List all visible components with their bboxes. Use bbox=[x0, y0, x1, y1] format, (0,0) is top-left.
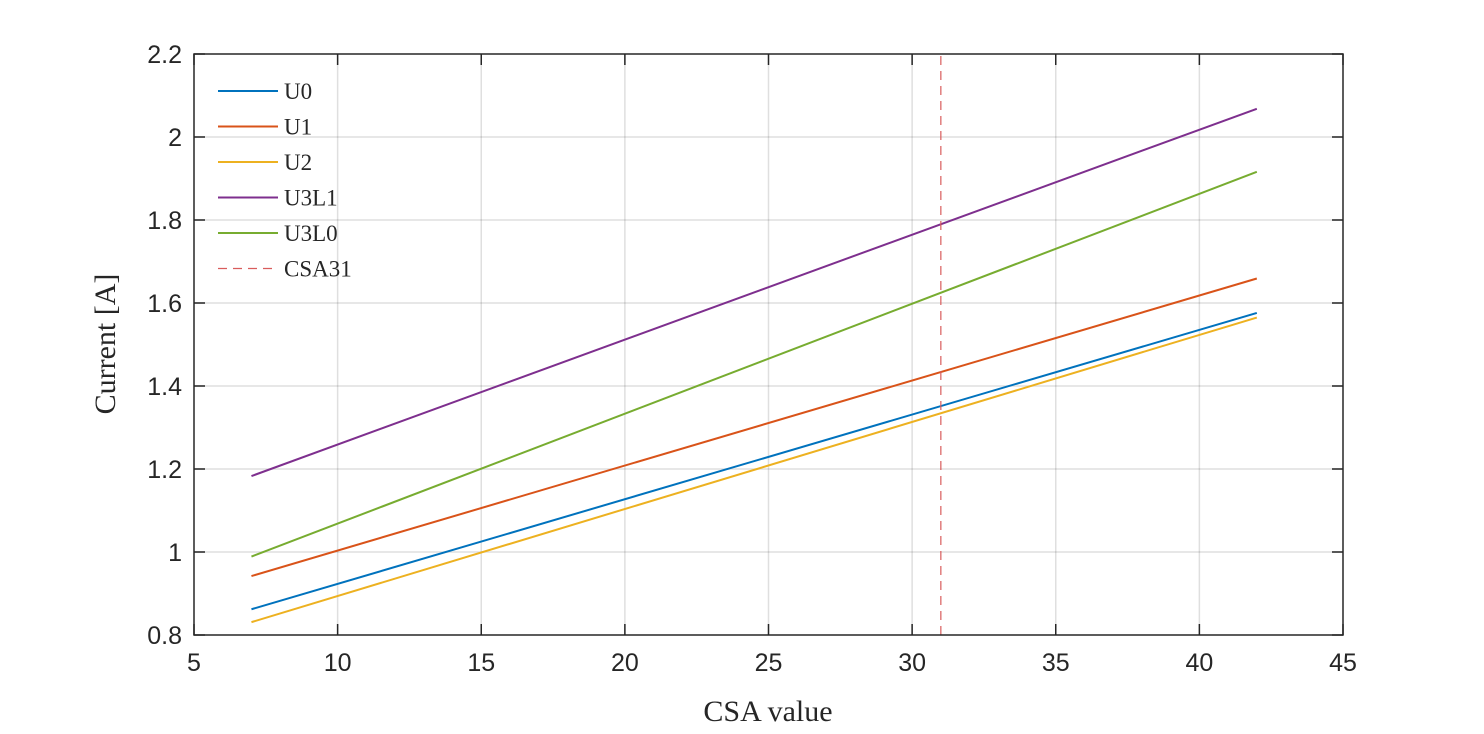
series-lines bbox=[251, 54, 1258, 635]
x-tick-label: 25 bbox=[755, 649, 783, 677]
series-line-u3l1 bbox=[251, 107, 1258, 477]
legend-label-u0: U0 bbox=[284, 79, 312, 104]
series-line-u2 bbox=[251, 316, 1258, 624]
x-tick-label: 40 bbox=[1185, 649, 1213, 677]
x-tick-label: 45 bbox=[1329, 649, 1357, 677]
x-tick-labels: 5 10 15 20 25 30 35 40 45 bbox=[187, 649, 1357, 677]
series-line-u1 bbox=[251, 277, 1258, 578]
series-line-u3l0 bbox=[251, 170, 1258, 558]
y-tick-label: 0.8 bbox=[147, 622, 182, 650]
grid-lines bbox=[194, 54, 1343, 635]
y-tick-label: 1.6 bbox=[147, 290, 182, 318]
x-tick-label: 35 bbox=[1042, 649, 1070, 677]
y-tick-label: 1.8 bbox=[147, 207, 182, 235]
tick-marks bbox=[193, 53, 1344, 636]
legend-label-u3l0: U3L0 bbox=[284, 221, 338, 246]
x-tick-label: 30 bbox=[898, 649, 926, 677]
y-tick-label: 1.4 bbox=[147, 373, 182, 401]
y-tick-label: 2.2 bbox=[147, 41, 182, 69]
x-axis-title: CSA value bbox=[703, 695, 832, 728]
legend-label-u3l1: U3L1 bbox=[284, 186, 338, 211]
series-line-u0 bbox=[251, 312, 1258, 611]
y-tick-labels: 0.8 1 1.2 1.4 1.6 1.8 2 2.2 bbox=[147, 41, 182, 650]
y-tick-label: 2 bbox=[168, 124, 182, 152]
y-axis-title: Current [A] bbox=[89, 274, 122, 415]
x-tick-label: 10 bbox=[324, 649, 352, 677]
x-tick-label: 20 bbox=[611, 649, 639, 677]
legend-label-u2: U2 bbox=[284, 150, 312, 175]
y-tick-label: 1.2 bbox=[147, 456, 182, 484]
legend-label-csa31: CSA31 bbox=[284, 257, 352, 282]
x-tick-label: 5 bbox=[187, 649, 201, 677]
x-tick-label: 15 bbox=[467, 649, 495, 677]
legend-label-u1: U1 bbox=[284, 115, 312, 140]
y-tick-label: 1 bbox=[168, 539, 182, 567]
legend: U0 U1 U2 U3L1 U3L0 CSA31 bbox=[218, 79, 352, 282]
